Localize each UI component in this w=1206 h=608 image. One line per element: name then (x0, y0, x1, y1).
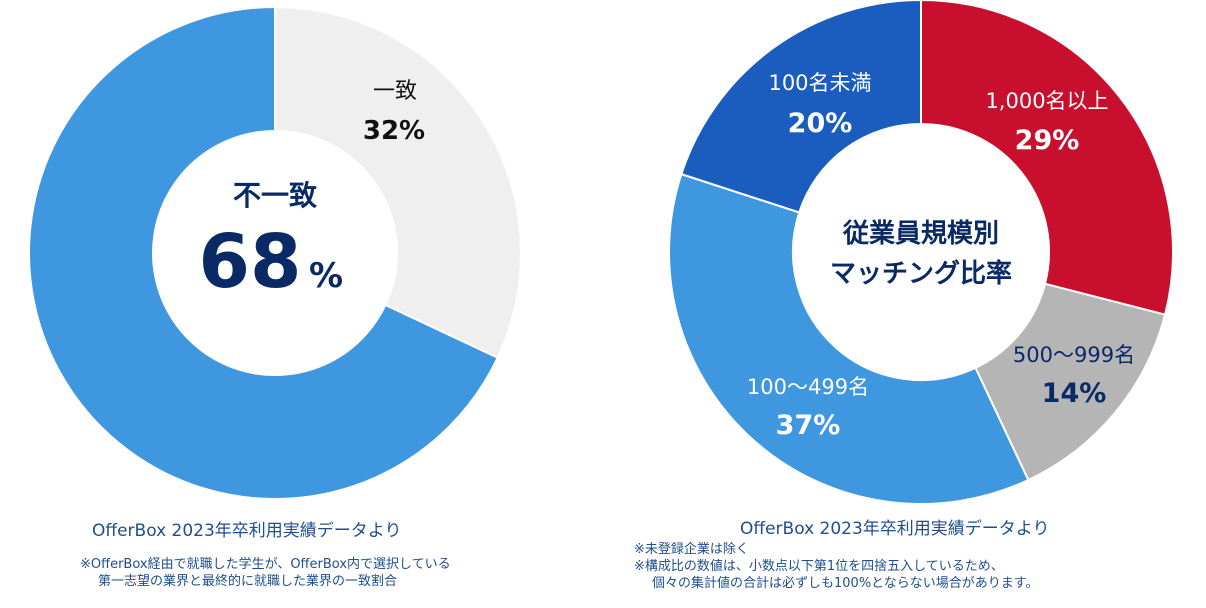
chart-2-slice-2-label: 100〜499名 (747, 375, 869, 399)
chart-2-slice-0 (920, 0, 1174, 316)
chart-2-notes: ※未登録企業は除く ※構成比の数値は、小数点以下第1位を四捨五入しているため、 … (634, 541, 1038, 592)
chart-1-notes: ※OfferBox経由で就職した学生が、OfferBox内で選択している 第一志… (80, 556, 451, 590)
chart-2-slice-0-value: 29% (1015, 125, 1080, 156)
chart-1-slice-1 (28, 5, 499, 500)
chart-1-source: OfferBox 2023年卒利用実績データより (92, 521, 402, 541)
chart-2-slice-0-label: 1,000名以上 (985, 89, 1108, 113)
chart-1-center-unit: % (309, 256, 343, 296)
chart-2-slice-1 (974, 282, 1167, 482)
chart-2-slice-1-value: 14% (1042, 378, 1107, 409)
industry-match-donut: 一致 32% 不一致 68% (28, 5, 522, 500)
chart-2-center-line-0: 従業員規模別 (842, 219, 999, 249)
chart-1-slice-0-label: 一致 (373, 79, 417, 104)
chart-2-note-2: ※構成比の数値は、小数点以下第1位を四捨五入しているため、 (634, 559, 1004, 574)
chart-2-slice-2-value: 37% (776, 410, 841, 441)
chart-2-slice-1-label: 500〜999名 (1013, 343, 1135, 367)
chart-2-source: OfferBox 2023年卒利用実績データより (740, 519, 1050, 539)
chart-2-slice-3 (680, 0, 922, 214)
chart-2-slice-2 (668, 172, 1030, 505)
chart-1-center-title: 不一致 (233, 179, 318, 212)
chart-1-slice-0-value: 32% (363, 116, 425, 146)
chart-1-slice-0 (274, 5, 522, 360)
company-size-donut: 1,000名以上 29% 500〜999名 14% 100〜499名 37% 100名未満 2… (668, 0, 1174, 505)
chart-1-note-2: 第一志望の業界と最終的に就職した業界の一致割合 (98, 574, 398, 589)
chart-2-note-3: 個々の集計値の合計は必ずしも100%とならない場合があります。 (652, 576, 1039, 591)
chart-2-center-line-1: マッチング比率 (830, 258, 1012, 289)
chart-1-center-value: 68 (199, 219, 302, 305)
chart-2-note-1: ※未登録企業は除く (634, 542, 749, 557)
chart-1-note-1: ※OfferBox経由で就職した学生が、OfferBox内で選択している (80, 557, 451, 572)
chart-2-slice-3-value: 20% (788, 108, 853, 139)
chart-2-slice-3-label: 100名未満 (768, 71, 871, 95)
